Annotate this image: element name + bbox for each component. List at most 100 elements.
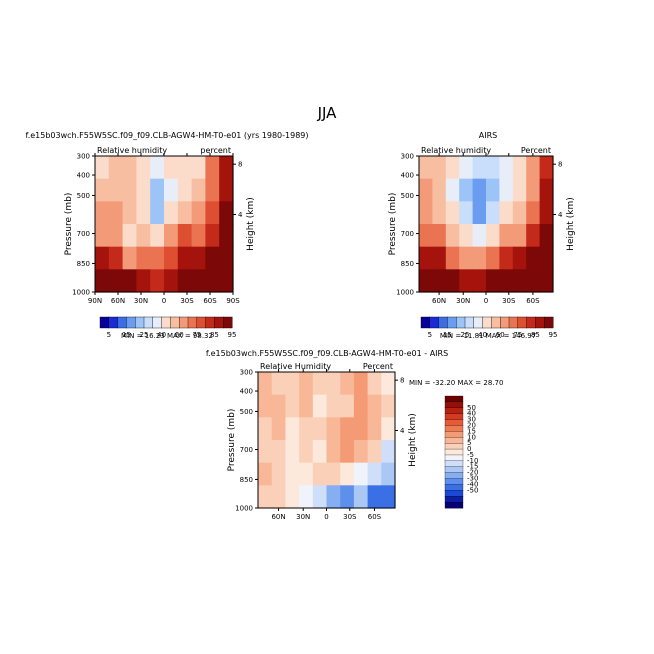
heatmap-cell — [205, 269, 220, 293]
colorbar-swatch — [456, 316, 466, 329]
z-tick-label: 4 — [238, 211, 243, 219]
y-tick-label: 300 — [77, 153, 90, 161]
heatmap-cell — [459, 269, 474, 293]
colorbar-label: 5 — [428, 331, 432, 339]
heatmap-cell — [445, 201, 460, 225]
heatmap-cell — [299, 462, 314, 486]
colorbar-label: 5 — [467, 439, 471, 447]
heatmap-cell — [472, 246, 487, 270]
heatmap-cell — [122, 224, 137, 248]
heatmap-cell — [122, 269, 137, 293]
heatmap-cell — [312, 485, 328, 509]
heatmap-cell — [299, 372, 314, 396]
colorbar-swatch — [526, 316, 536, 329]
heatmap-cell — [367, 372, 382, 396]
heatmap-cell — [191, 269, 206, 293]
colorbar: 5 15 25 40 60 75 85 95 — [99, 316, 236, 339]
x-tick-label: 90N — [88, 297, 102, 305]
heatmap-cell — [205, 246, 220, 270]
y-tick-label: 1000 — [396, 289, 414, 297]
colorbar-label: -40 — [467, 480, 478, 488]
heatmap-cell — [326, 394, 341, 418]
heatmap-cell — [340, 462, 355, 486]
heatmap-cell — [419, 269, 433, 293]
colorbar-label: 85 — [531, 331, 540, 339]
heatmap-cell — [459, 201, 474, 225]
colorbar-swatch — [196, 316, 207, 329]
y-tick-label: 500 — [77, 192, 90, 200]
heatmap-cell — [539, 246, 554, 270]
colorbar-swatch — [444, 425, 464, 432]
heatmap-cell — [122, 178, 137, 202]
y-axis-title: Pressure (mb) — [64, 193, 74, 256]
heatmap-cell — [512, 224, 527, 248]
colorbar-label: -20 — [467, 469, 478, 477]
heatmap-cell — [340, 417, 355, 441]
x-tick-label: 60N — [432, 297, 446, 305]
y-tick-label: 700 — [77, 230, 90, 238]
colorbar-swatch — [420, 316, 431, 329]
colorbar-swatch — [444, 478, 464, 485]
y-tick-label: 500 — [240, 408, 253, 416]
colorbar-swatch — [444, 501, 464, 509]
colorbar-swatch — [444, 484, 464, 491]
heatmap-cell — [150, 178, 165, 202]
colorbar-swatch — [444, 437, 464, 444]
colorbar-swatch — [444, 490, 464, 497]
heatmap-cell — [95, 224, 110, 248]
panels-layer: f.e15b03wch.F55W5SC.f09_f09.CLB-AGW4-HM-… — [25, 131, 576, 521]
heatmap-cell — [164, 246, 179, 270]
heatmap-cell — [136, 178, 151, 202]
colorbar-label: 75 — [513, 331, 522, 339]
y-axis-title: Pressure (mb) — [227, 409, 237, 472]
colorbar-swatch — [482, 316, 492, 329]
heatmap-cell — [150, 156, 165, 180]
x-tick-label: 30N — [134, 297, 148, 305]
heatmap-cell — [340, 485, 355, 509]
colorbar-label: 85 — [210, 331, 219, 339]
colorbar-swatch — [444, 448, 464, 456]
colorbar-label: -15 — [467, 463, 478, 471]
heatmap-cell — [108, 269, 124, 293]
colorbar-swatch — [99, 316, 110, 329]
heatmap-cell — [445, 269, 460, 293]
heatmap-cell — [219, 269, 234, 293]
heatmap-cell — [353, 417, 369, 441]
heatmap-cell — [164, 156, 179, 180]
colorbar-swatch — [500, 316, 510, 329]
colorbar-label: -10 — [467, 457, 478, 465]
colorbar-swatch — [134, 316, 145, 329]
heatmap-cell — [526, 224, 541, 248]
z-tick-label: 8 — [400, 377, 404, 385]
heatmap-cell — [205, 201, 220, 225]
heatmap-cell — [95, 156, 110, 180]
heatmap-cell — [258, 417, 273, 441]
x-tick-label: 60S — [526, 297, 540, 305]
heatmap-cell — [191, 201, 206, 225]
x-tick-label: 60N — [271, 513, 285, 521]
colorbar-swatch — [126, 316, 136, 329]
colorbar-label: -30 — [467, 475, 478, 483]
y-tick-label: 400 — [77, 172, 90, 180]
heatmap-cell — [205, 156, 220, 180]
colorbar-label: 10 — [467, 433, 476, 441]
heatmap-cell — [419, 178, 433, 202]
heatmap-cell — [177, 224, 193, 248]
heatmap-cell — [526, 156, 541, 180]
colorbar-swatch — [214, 316, 224, 329]
colorbar-swatch — [170, 316, 180, 329]
heatmap-cell — [95, 201, 110, 225]
heatmap-cell — [258, 372, 273, 396]
colorbar-swatch — [464, 316, 475, 329]
y-tick-label: 400 — [401, 172, 414, 180]
heatmap-cell — [326, 372, 341, 396]
heatmap-cell — [459, 178, 474, 202]
x-tick-label: 30S — [180, 297, 194, 305]
heatmap-cell — [367, 440, 382, 464]
heatmap-cell — [205, 224, 220, 248]
heatmap-cell — [353, 462, 369, 486]
heatmap-cells — [95, 156, 234, 293]
heatmap-cell — [136, 201, 151, 225]
units-label: Percent — [521, 146, 551, 155]
